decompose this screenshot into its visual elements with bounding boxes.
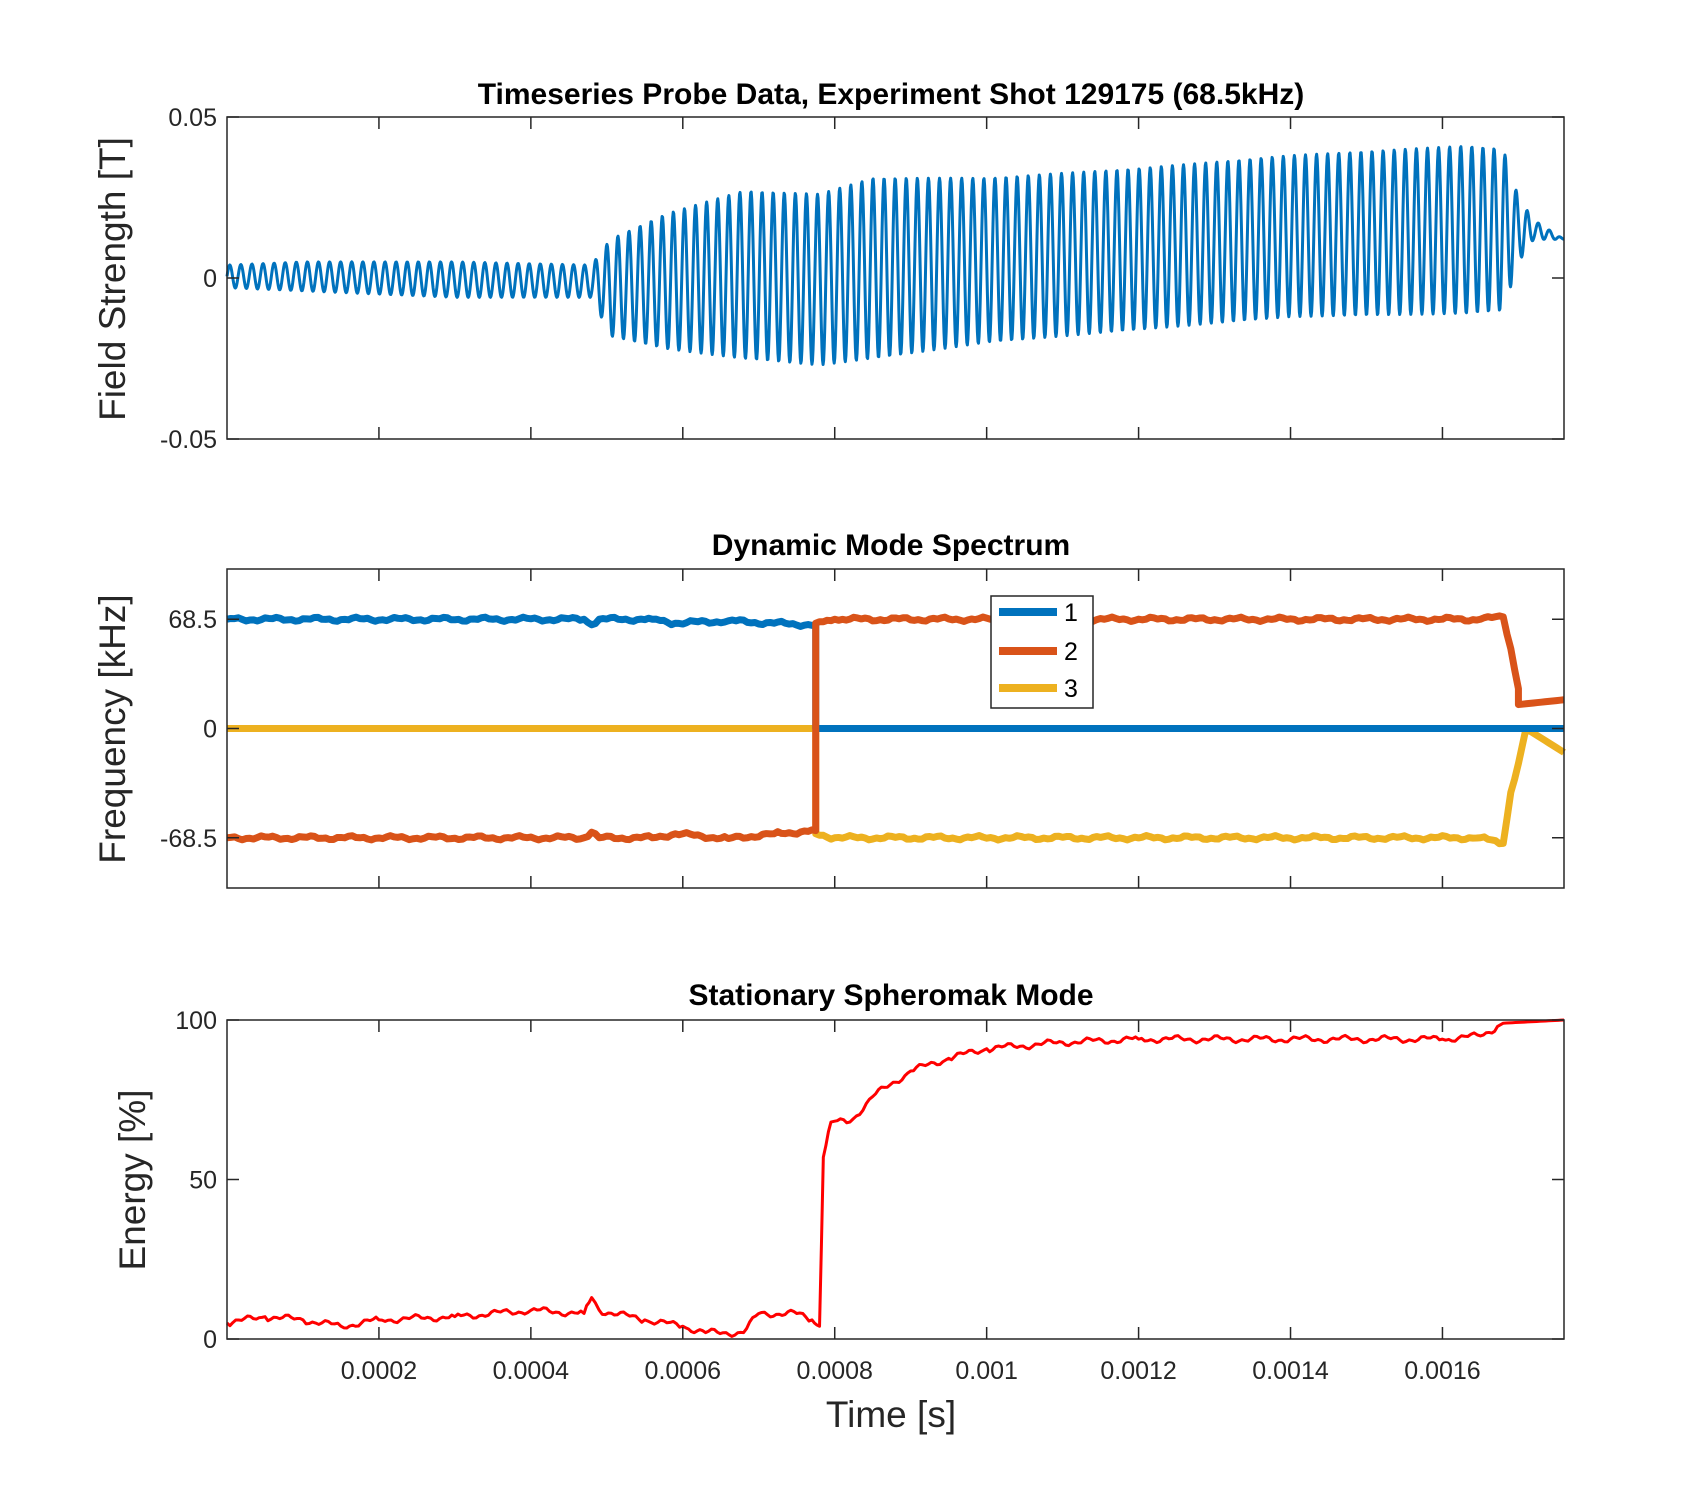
x-tick-label: 0.001 — [955, 1357, 1018, 1385]
x-tick-label: 0.0016 — [1404, 1357, 1480, 1385]
x-tick-label: 0.0006 — [645, 1357, 721, 1385]
y-tick-label: 0 — [203, 1326, 217, 1354]
panel-3-ylabel: Energy [%] — [112, 1090, 153, 1271]
y-tick-label: -68.5 — [160, 825, 217, 853]
x-tick-label: 0.0012 — [1100, 1357, 1176, 1385]
series-mode-3-line — [227, 725, 1566, 848]
legend-label-3: 3 — [1064, 675, 1078, 703]
legend: 1 2 3 — [990, 595, 1094, 709]
y-tick-label: 68.5 — [168, 606, 217, 634]
legend-label-2: 2 — [1064, 638, 1078, 666]
panel-timeseries: Timeseries Probe Data, Experiment Shot 1… — [92, 78, 1565, 454]
panel-2-title: Dynamic Mode Spectrum — [712, 529, 1070, 562]
x-tick-label: 0.0002 — [341, 1357, 417, 1385]
panel-3-title: Stationary Spheromak Mode — [688, 979, 1093, 1012]
panel-dynamic-mode: Dynamic Mode Spectrum Frequency [kHz] -6… — [92, 529, 1566, 889]
series-mode-1-line — [226, 613, 1564, 732]
x-tick-label: 0.0008 — [796, 1357, 872, 1385]
panel-1-ylabel: Field Strength [T] — [92, 137, 133, 421]
x-tick-label: 0.0004 — [493, 1357, 570, 1385]
panel-1-title: Timeseries Probe Data, Experiment Shot 1… — [478, 78, 1304, 111]
legend-label-1: 1 — [1064, 599, 1078, 627]
panel-2-ylabel: Frequency [kHz] — [92, 594, 133, 863]
panel-spheromak: Stationary Spheromak Mode Energy [%] Tim… — [112, 979, 1565, 1435]
panel-3-axes-box — [226, 1019, 1565, 1340]
y-tick-label: 0.05 — [168, 104, 217, 132]
y-tick-label: 50 — [189, 1167, 217, 1195]
y-tick-label: 0 — [203, 716, 217, 744]
panel-1-axes-box — [226, 116, 1565, 440]
y-tick-label: 100 — [175, 1007, 217, 1035]
panel-2-axes-box — [226, 568, 1565, 889]
x-axis-label: Time [s] — [826, 1394, 956, 1435]
y-tick-label: 0 — [203, 265, 217, 293]
y-tick-label: -0.05 — [160, 426, 217, 454]
series-energy-line — [225, 1018, 1565, 1338]
x-tick-label: 0.0014 — [1252, 1357, 1329, 1385]
series-probe-line — [225, 145, 1565, 367]
series-mode-2-line — [226, 612, 1565, 844]
